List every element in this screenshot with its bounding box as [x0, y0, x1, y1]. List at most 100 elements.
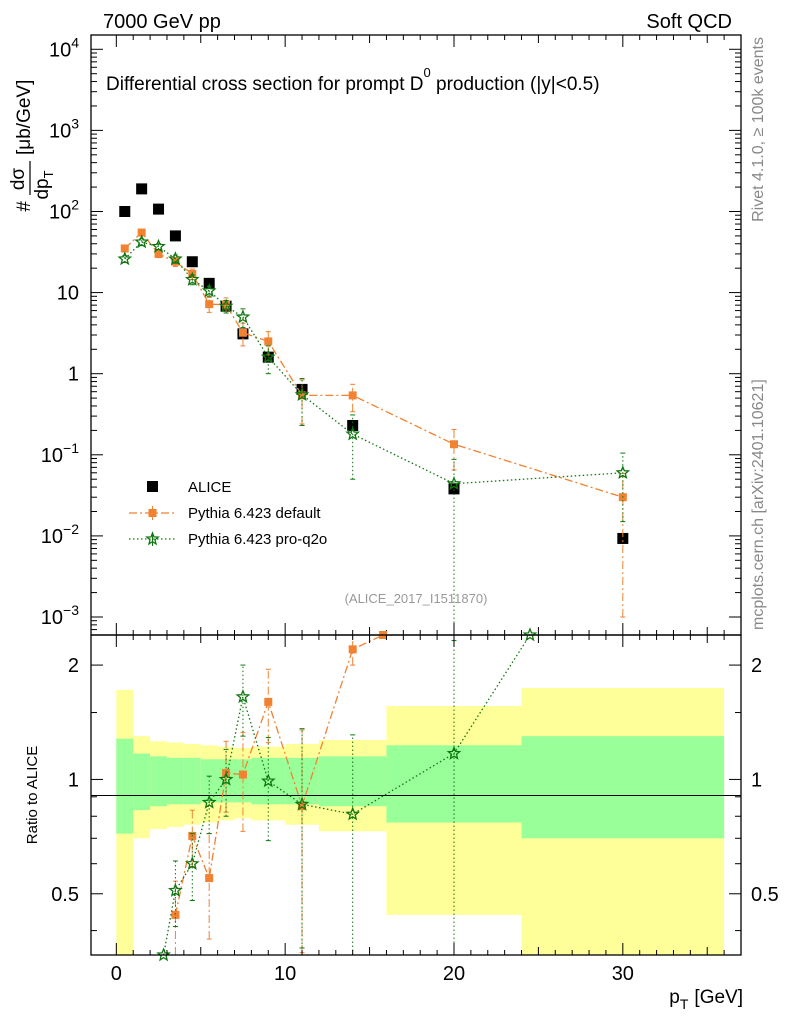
proq2o-point — [260, 349, 276, 364]
chart-title-sup: 0 — [424, 65, 431, 80]
alice-point — [347, 419, 359, 431]
legend-marker-alice — [147, 481, 158, 492]
main-panel: 10−3 10−2 10−1 1 10 102 103 104 Differential cr… — [8, 34, 742, 636]
alice-point — [119, 205, 131, 217]
default-point — [298, 391, 307, 400]
ratio-band-inner — [251, 757, 286, 805]
xlabel-sub: T — [680, 996, 689, 1012]
xlabel-main: p — [669, 987, 680, 1008]
proq2o-point — [446, 475, 462, 491]
ratio-frame — [90, 634, 742, 956]
ratio-band-inner — [183, 757, 201, 805]
ratio-band-inner — [133, 753, 151, 811]
ratio-proq2o-point — [522, 627, 538, 642]
ratio-ytick-label: 0.5 — [51, 884, 79, 906]
ylabel-den: dpT — [32, 170, 56, 199]
rivet-label: Rivet 4.1.0, ≥ 100k events — [750, 37, 767, 222]
ratio-proq2o-point — [156, 947, 171, 962]
ratio-proq2o-point — [446, 745, 462, 760]
proq2o-point — [117, 251, 133, 266]
alice-point — [448, 483, 460, 495]
proq2o-point — [184, 271, 200, 286]
ratio-default-point — [264, 697, 273, 706]
main-ytick-label: 102 — [49, 196, 79, 223]
ratio-xlabel: pT [GeV] — [669, 987, 743, 1012]
ratio-axes: 0.5 0.51 12 20 10 20 30 — [51, 635, 779, 985]
default-point — [348, 391, 357, 400]
ratio-ytick-label: 1 — [68, 769, 79, 791]
ratio-band-inner — [521, 736, 725, 839]
main-axes: 10−3 10−2 10−1 1 10 102 103 104 — [41, 34, 741, 636]
default-line — [124, 231, 623, 498]
header-right: Soft QCD — [646, 11, 732, 33]
ylabel-den-sub: T — [41, 170, 56, 178]
default-point — [120, 244, 129, 253]
proq2o-point — [168, 251, 183, 266]
ylabel-hash: # — [14, 201, 35, 212]
proq2o-point — [345, 426, 361, 441]
legend-marker-proq2o — [145, 531, 160, 546]
alice-point — [186, 256, 198, 268]
legend-entry-default: Pythia 6.423 default — [129, 505, 321, 522]
ratio-default-point — [348, 645, 357, 654]
proq2o-point — [134, 234, 150, 249]
alice-point — [136, 183, 148, 195]
ratio-xtick-label: 10 — [274, 963, 296, 985]
default-point — [205, 300, 214, 309]
main-ytick-label: 10−2 — [41, 521, 79, 548]
mcplots-label: mcplots.cern.ch [arXiv:2401.10621] — [750, 379, 767, 630]
proq2o-point — [294, 387, 310, 402]
ratio-proq2o-point — [294, 796, 310, 811]
ratio-ytick-label: 2 — [68, 655, 79, 677]
ratio-ytick-label-right: 2 — [751, 655, 762, 677]
ratio-band-inner — [217, 759, 235, 803]
ratio-ytick-label-right: 0.5 — [751, 884, 779, 906]
ylabel-den-main: dp — [32, 178, 53, 199]
header-left: 7000 GeV pp — [103, 11, 221, 33]
ratio-default-point — [238, 770, 247, 779]
main-ytick-label: 104 — [49, 34, 79, 61]
ratio-band-inner — [166, 757, 184, 805]
proq2o-point — [615, 464, 631, 480]
ratio-xtick-label: 20 — [443, 963, 465, 985]
legend-label-alice: ALICE — [188, 479, 231, 496]
ratio-ylabel: Ratio to ALICE — [24, 746, 41, 844]
ratio-proq2o-point — [235, 689, 251, 704]
ratio-proq2o-point — [260, 773, 276, 788]
ratio-default-point — [205, 874, 214, 883]
legend-entry-proq2o: Pythia 6.423 pro-q2o — [129, 531, 327, 548]
legend: ALICE Pythia 6.423 default Pythia 6.423 … — [129, 479, 327, 548]
alice-point — [617, 532, 629, 544]
ratio-proq2o-point — [345, 806, 361, 821]
default-point — [264, 337, 273, 346]
main-ylabel: # dσ dpT [μb/GeV] — [8, 80, 56, 212]
ylabel-unit: [μb/GeV] — [14, 80, 35, 155]
chart-title-suffix: production (|y|<0.5) — [431, 74, 600, 95]
legend-entry-alice: ALICE — [147, 479, 231, 496]
ratio-proq2o-point — [218, 771, 234, 786]
xlabel-unit: [GeV] — [694, 987, 743, 1008]
proq2o-point — [218, 298, 234, 313]
ratio-xtick-label: 30 — [612, 963, 634, 985]
ratio-proq2o-point — [168, 882, 183, 897]
proq2o-point — [151, 238, 166, 253]
proq2o-line — [124, 241, 623, 485]
alice-point — [153, 203, 165, 215]
default-point — [154, 249, 163, 258]
legend-marker-default — [148, 509, 157, 517]
analysis-id-watermark: (ALICE_2017_I1511870) — [345, 591, 488, 606]
proq2o-point — [235, 309, 251, 324]
legend-label-proq2o: Pythia 6.423 pro-q2o — [188, 531, 327, 548]
proq2o-point — [201, 283, 217, 298]
ratio-band-inner — [116, 738, 134, 834]
ylabel-num: dσ — [8, 168, 29, 191]
main-ytick-label: 10 — [57, 283, 79, 305]
ratio-panel: 0.5 0.51 12 20 10 20 30 Ratio to ALICE pT [GeV] — [24, 627, 779, 1012]
main-ytick-label: 10−1 — [41, 440, 79, 467]
ratio-xtick-label: 0 — [111, 963, 122, 985]
chart-title-prefix: Differential cross section for prompt D — [106, 74, 424, 95]
main-data-layer — [117, 183, 631, 635]
default-point — [137, 228, 146, 237]
main-ytick-label: 103 — [49, 115, 79, 142]
